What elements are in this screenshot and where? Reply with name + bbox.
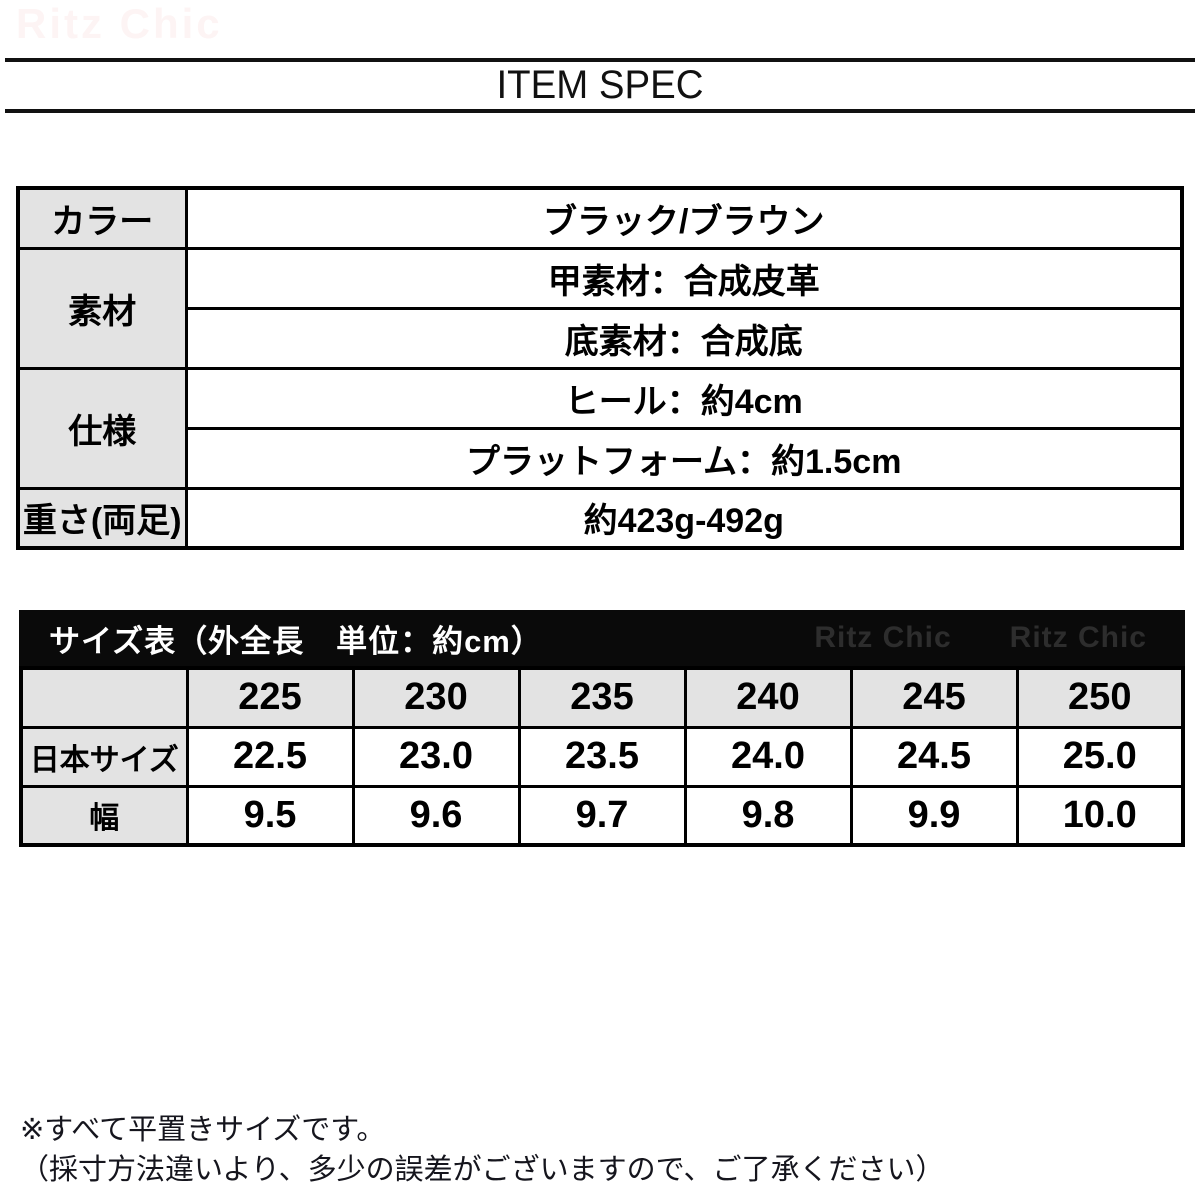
spec-row-color: カラー ブラック/ブラウン — [16, 186, 1184, 250]
size-table-title: サイズ表（外全長 単位：約cm） — [49, 623, 543, 659]
spec-row-weight: 重さ(両足) 約423g-492g — [16, 486, 1184, 550]
spec-label-features: 仕様 — [16, 366, 188, 490]
size-cell: 10.0 — [1015, 784, 1185, 847]
size-cell: 9.6 — [351, 784, 521, 847]
header-rule-bottom — [5, 109, 1195, 113]
spec-value-weight: 約423g-492g — [184, 486, 1184, 550]
size-table-corner-cell — [19, 666, 189, 729]
size-row-width: 幅 9.5 9.6 9.7 9.8 9.9 10.0 — [19, 784, 1185, 847]
spec-label-material: 素材 — [16, 246, 188, 370]
size-cell: 9.8 — [683, 784, 853, 847]
size-column-header: 235 — [517, 666, 687, 729]
size-cell: 23.0 — [351, 725, 521, 788]
size-cell: 9.9 — [849, 784, 1019, 847]
size-column-header: 250 — [1015, 666, 1185, 729]
size-table: 225 230 235 240 245 250 日本サイズ 22.5 23.0 … — [19, 666, 1185, 847]
size-column-header: 240 — [683, 666, 853, 729]
page-title: ITEM SPEC — [496, 63, 704, 107]
size-row-label-japan: 日本サイズ — [19, 725, 189, 788]
note-line-1: ※すべて平置きサイズです。 — [20, 1114, 386, 1146]
size-row-japan-size: 日本サイズ 22.5 23.0 23.5 24.0 24.5 25.0 — [19, 725, 1185, 788]
spec-label-weight: 重さ(両足) — [16, 486, 188, 550]
spec-value-material-sole: 底素材：合成底 — [184, 306, 1184, 370]
size-row-label-width: 幅 — [19, 784, 189, 847]
size-cell: 25.0 — [1015, 725, 1185, 788]
size-cell: 24.0 — [683, 725, 853, 788]
size-table-header-row: 225 230 235 240 245 250 — [19, 666, 1185, 729]
size-cell: 9.5 — [185, 784, 355, 847]
spec-table: カラー ブラック/ブラウン 素材 甲素材：合成皮革 底素材：合成底 仕様 ヒール… — [16, 186, 1184, 550]
size-column-header: 225 — [185, 666, 355, 729]
brand-watermark: Ritz Chic — [1009, 621, 1147, 654]
spec-value-heel: ヒール：約4cm — [184, 366, 1184, 430]
note-line-2: （採寸方法違いより、多少の誤差がございますので、ご了承ください） — [20, 1154, 945, 1186]
size-bar-watermarks: Ritz Chic Ritz Chic — [814, 621, 1147, 655]
spec-value-platform: プラットフォーム：約1.5cm — [184, 426, 1184, 490]
size-cell: 9.7 — [517, 784, 687, 847]
size-cell: 22.5 — [185, 725, 355, 788]
brand-watermark: Ritz Chic — [814, 621, 952, 654]
measurement-notes: ※すべて平置きサイズです。 （採寸方法違いより、多少の誤差がございますので、ご了… — [20, 1110, 945, 1190]
spec-row-material-upper: 素材 甲素材：合成皮革 — [16, 246, 1184, 370]
spec-label-color: カラー — [16, 186, 188, 250]
size-column-header: 230 — [351, 666, 521, 729]
size-table-header-bar: サイズ表（外全長 単位：約cm） Ritz Chic Ritz Chic — [19, 610, 1185, 666]
size-column-header: 245 — [849, 666, 1019, 729]
spec-value-color: ブラック/ブラウン — [184, 186, 1184, 250]
spec-value-material-upper: 甲素材：合成皮革 — [184, 246, 1184, 310]
spec-row-material-sole: 底素材：合成底 — [18, 306, 1184, 370]
brand-watermark: Ritz Chic — [16, 0, 223, 47]
size-cell: 24.5 — [849, 725, 1019, 788]
spec-row-heel: 仕様 ヒール：約4cm — [16, 366, 1184, 490]
header-rule-top — [5, 58, 1195, 62]
size-cell: 23.5 — [517, 725, 687, 788]
spec-row-platform: プラットフォーム：約1.5cm — [18, 426, 1184, 490]
